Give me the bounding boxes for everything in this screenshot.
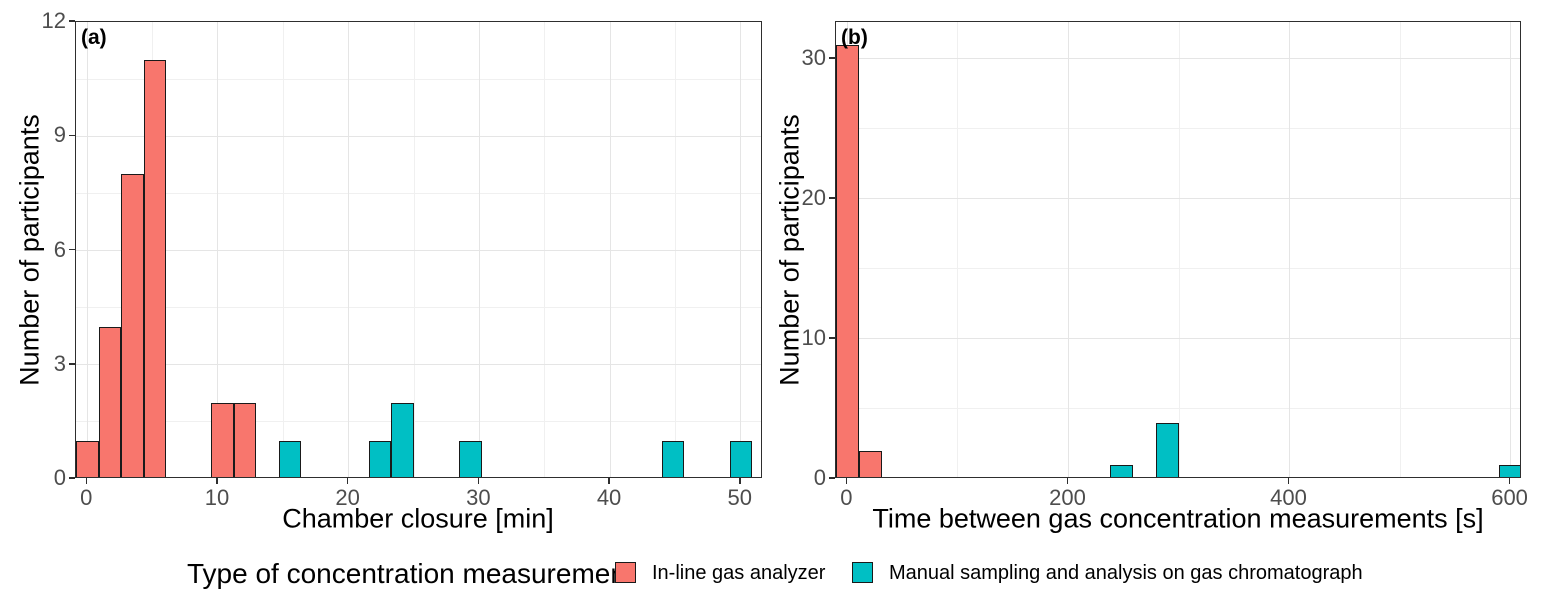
horizontal-gridline bbox=[76, 364, 761, 366]
horizontal-gridline bbox=[836, 268, 1520, 270]
y-axis-tick bbox=[69, 363, 75, 365]
panel-b-x-axis-title: Time between gas concentration measureme… bbox=[872, 503, 1484, 534]
y-axis-tick-label: 10 bbox=[801, 324, 826, 350]
x-axis-tick bbox=[739, 478, 741, 484]
horizontal-gridline bbox=[76, 421, 761, 423]
x-axis-tick bbox=[477, 478, 480, 484]
horizontal-gridline bbox=[836, 408, 1520, 410]
x-axis-tick-label: 0 bbox=[80, 485, 93, 510]
histogram-bar bbox=[76, 440, 99, 477]
legend-swatch-inline-gas-analyzer bbox=[615, 562, 636, 583]
x-axis-tick bbox=[1066, 478, 1069, 484]
legend-label-manual-sampling: Manual sampling and analysis on gas chro… bbox=[889, 562, 1363, 584]
y-axis-tick bbox=[69, 20, 75, 22]
x-axis-tick-label: 40 bbox=[596, 485, 622, 510]
y-axis-tick bbox=[69, 477, 75, 479]
panel-a bbox=[75, 21, 762, 478]
y-axis-tick bbox=[69, 248, 75, 251]
x-axis-tick-label: 10 bbox=[204, 485, 230, 510]
y-axis-tick-label: 9 bbox=[53, 122, 66, 148]
vertical-gridline bbox=[413, 22, 415, 477]
panel-b-tag: (b) bbox=[841, 26, 868, 49]
y-axis-tick bbox=[829, 197, 835, 199]
vertical-gridline bbox=[740, 22, 742, 477]
vertical-gridline bbox=[282, 22, 284, 477]
vertical-gridline bbox=[1510, 22, 1512, 477]
x-axis-tick bbox=[216, 478, 218, 484]
horizontal-gridline bbox=[76, 192, 761, 194]
y-axis-tick-label: 0 bbox=[53, 465, 66, 490]
y-axis-tick-label: 3 bbox=[53, 350, 66, 376]
x-axis-tick-label: 20 bbox=[335, 485, 360, 510]
histogram-bar bbox=[211, 402, 234, 477]
vertical-gridline bbox=[544, 22, 546, 477]
horizontal-gridline bbox=[76, 307, 761, 309]
vertical-gridline bbox=[348, 22, 350, 477]
horizontal-gridline bbox=[836, 58, 1520, 60]
y-axis-tick bbox=[829, 477, 835, 479]
horizontal-gridline bbox=[76, 250, 761, 251]
vertical-gridline bbox=[957, 22, 959, 477]
x-axis-tick-label: 600 bbox=[1491, 485, 1528, 510]
histogram-bar bbox=[1110, 464, 1134, 477]
horizontal-gridline bbox=[836, 338, 1520, 340]
vertical-gridline bbox=[217, 22, 219, 477]
y-axis-tick-label: 30 bbox=[801, 44, 826, 70]
y-axis-tick-label: 20 bbox=[801, 184, 826, 210]
panel-a-tag: (a) bbox=[81, 26, 107, 49]
histogram-bar bbox=[661, 440, 685, 477]
histogram-bar bbox=[858, 450, 882, 477]
x-axis-tick bbox=[845, 478, 848, 484]
histogram-bar bbox=[98, 326, 122, 477]
panel-b bbox=[835, 21, 1521, 478]
vertical-gridline bbox=[1399, 22, 1401, 477]
x-axis-tick bbox=[608, 478, 610, 484]
y-axis-tick-label: 12 bbox=[41, 8, 66, 33]
x-axis-tick-label: 400 bbox=[1270, 485, 1307, 510]
histogram-bar bbox=[1156, 422, 1179, 477]
x-axis-tick-label: 200 bbox=[1049, 485, 1086, 510]
vertical-gridline bbox=[478, 22, 480, 477]
legend-swatch-manual-sampling bbox=[852, 562, 873, 583]
histogram-bar bbox=[233, 402, 257, 477]
horizontal-gridline bbox=[76, 135, 761, 137]
x-axis-tick bbox=[1287, 478, 1290, 484]
y-axis-tick bbox=[829, 57, 835, 59]
legend-title: Type of concentration measurement bbox=[187, 558, 615, 589]
vertical-gridline bbox=[86, 22, 88, 477]
vertical-gridline bbox=[674, 22, 676, 477]
vertical-gridline bbox=[1289, 22, 1291, 477]
x-axis-tick bbox=[85, 478, 88, 484]
vertical-gridline bbox=[609, 22, 611, 477]
histogram-bar bbox=[836, 44, 859, 477]
x-axis-tick-label: 50 bbox=[727, 485, 752, 510]
y-axis-tick-label: 6 bbox=[53, 236, 66, 262]
y-axis-tick bbox=[69, 134, 75, 136]
horizontal-gridline bbox=[76, 78, 761, 80]
vertical-gridline bbox=[1178, 22, 1180, 477]
legend-label-inline-gas-analyzer: In-line gas analyzer bbox=[652, 562, 826, 584]
horizontal-gridline bbox=[836, 128, 1520, 130]
panel-a-x-axis-title: Chamber closure [min] bbox=[282, 503, 554, 534]
histogram-bar bbox=[1499, 464, 1520, 477]
y-axis-tick bbox=[829, 337, 835, 339]
x-axis-tick bbox=[1508, 478, 1511, 484]
x-axis-tick-label: 30 bbox=[466, 485, 491, 510]
y-axis-tick-label: 0 bbox=[813, 465, 826, 490]
histogram-bar bbox=[278, 440, 302, 477]
histogram-bar bbox=[729, 440, 753, 477]
vertical-gridline bbox=[1067, 22, 1069, 477]
histogram-bar bbox=[391, 402, 415, 477]
x-axis-tick-label: 0 bbox=[840, 485, 853, 510]
histogram-bar bbox=[459, 440, 482, 477]
histogram-bar bbox=[121, 174, 144, 477]
horizontal-gridline bbox=[836, 198, 1520, 200]
x-axis-tick bbox=[346, 478, 349, 484]
histogram-bar bbox=[368, 440, 392, 477]
histogram-bar bbox=[143, 60, 167, 477]
